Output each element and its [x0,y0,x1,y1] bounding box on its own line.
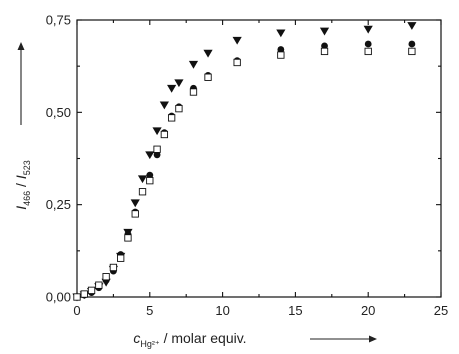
series-square-open [73,47,416,301]
data-point [232,36,242,45]
y-tick-label: 0,50 [46,105,71,120]
y-tick-label: 0,00 [46,290,71,305]
data-point [364,47,372,56]
data-point [276,29,286,38]
data-point [159,101,169,110]
x-tick-label: 25 [434,303,448,318]
y-label-i1: I [13,206,29,210]
x-tick-label: 5 [146,303,153,318]
data-point [321,42,328,50]
data-point [189,88,198,96]
data-point [138,188,147,196]
data-point [319,27,330,36]
data-points [72,22,417,302]
data-point [109,263,118,272]
y-label-sub1: 466 [22,191,32,206]
data-point [320,47,329,56]
data-point [117,254,125,262]
data-point [95,281,103,289]
x-tick-label: 15 [288,303,302,318]
data-point [160,130,169,139]
y-tick-label: 0,25 [46,197,71,212]
data-point [204,73,212,81]
series-circle-filled [73,40,416,301]
y-axis-arrow [17,42,25,125]
data-point [188,60,199,69]
plot-frame [76,19,442,298]
data-point [277,46,285,53]
data-point [364,40,372,48]
data-point [146,177,154,185]
axes [76,19,442,298]
data-point [87,286,96,295]
data-point [175,104,183,113]
data-point [137,175,148,184]
x-tick-label: 0 [73,303,80,318]
data-point [130,199,140,208]
data-point [124,234,132,242]
data-point [146,171,154,179]
data-point [233,58,241,67]
svg-text:cHg²⁺ / molar equiv.: cHg²⁺ / molar equiv. [133,330,246,349]
data-point [407,22,417,30]
y-label-sep: / [13,179,29,191]
x-label-suffix: / molar equiv. [160,330,247,346]
data-point [80,290,88,298]
y-label-sub2: 523 [22,160,32,175]
svg-text:I466 / I523: I466 / I523 [13,160,32,210]
y-axis-label: I466 / I523 [13,160,32,210]
ticks [76,19,442,298]
x-label-subscript: Hg²⁺ [140,339,160,349]
data-point [203,49,213,58]
data-point [152,127,162,136]
y-tick-label: 0,75 [46,13,71,28]
data-point [153,151,161,159]
tick-labels: 0 5 10 15 20 25 0,00 0,25 0,50 0,75 [46,13,449,319]
data-point [153,145,161,153]
x-tick-label: 10 [215,303,229,318]
x-axis-label: cHg²⁺ / molar equiv. [133,330,377,349]
data-point [131,210,139,218]
x-label-prefix: c [133,330,140,346]
data-point [102,273,110,281]
x-axis-arrow [310,335,377,343]
data-point [174,79,184,88]
x-tick-label: 20 [361,303,375,318]
data-point [277,51,285,59]
data-point [408,47,416,56]
data-point [145,151,155,160]
data-point [167,114,176,122]
data-point [73,293,81,301]
data-point [408,40,416,48]
data-point [363,25,373,34]
data-point [167,84,177,93]
y-label-i2: I [13,175,29,179]
